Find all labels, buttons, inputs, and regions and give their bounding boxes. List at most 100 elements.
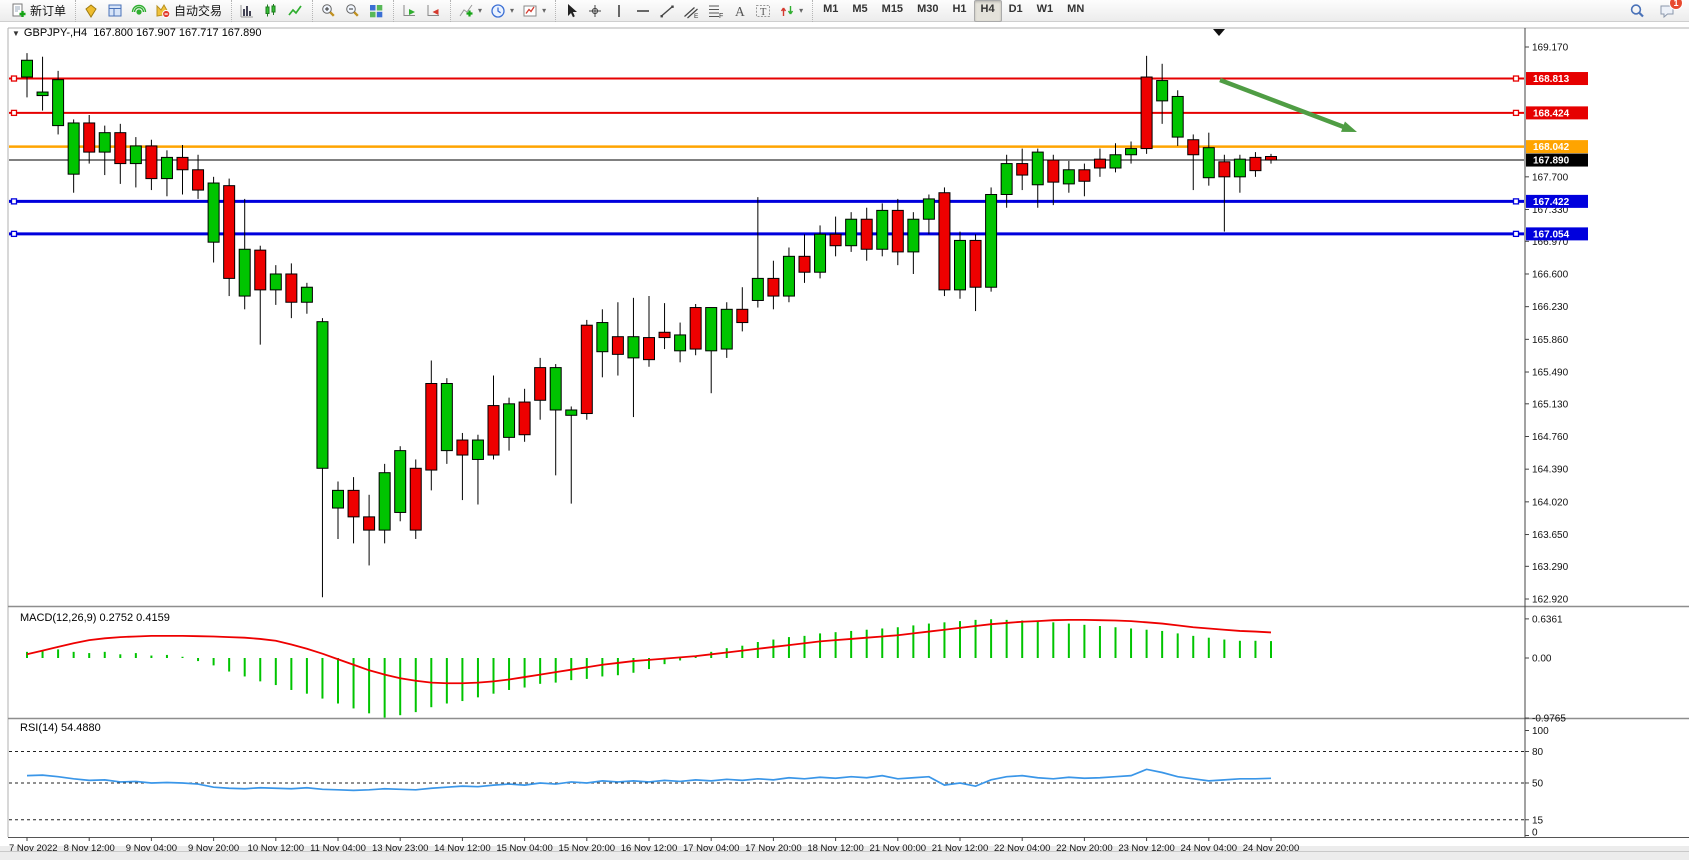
new-order-button[interactable]: 新订单 (7, 0, 70, 23)
candles (21, 53, 1277, 598)
indicators-icon (459, 4, 473, 16)
zoom-out-button[interactable] (340, 0, 364, 23)
new-order-button-label: 新订单 (30, 4, 67, 18)
search-button[interactable] (1625, 0, 1649, 23)
candles-icon (265, 3, 276, 16)
svg-text:163.650: 163.650 (1532, 530, 1569, 541)
candle (503, 403, 516, 438)
tile-windows-button[interactable] (364, 0, 388, 23)
current-price-label: 167.890 (1533, 156, 1570, 167)
time-label: 17 Nov 20:00 (745, 843, 802, 852)
signals-button[interactable] (127, 0, 151, 23)
chart-shift-button[interactable] (421, 0, 445, 23)
candle (363, 516, 376, 531)
horizontal-level-line[interactable]: 167.422 (9, 194, 1588, 208)
tile-icon (370, 4, 383, 17)
timeframe-h1-button[interactable]: H1 (952, 2, 967, 15)
indicators-button[interactable]: ▾ (454, 0, 486, 23)
macd-indicator-label: MACD(12,26,9) 0.2752 0.4159 (20, 612, 170, 624)
periods-button[interactable]: ▾ (486, 0, 518, 23)
market-watch-button[interactable] (103, 0, 127, 23)
channel-button[interactable]: E (679, 0, 703, 23)
candle (347, 489, 360, 518)
time-label: 18 Nov 12:00 (807, 843, 864, 852)
chevron-down-icon[interactable]: ▾ (478, 6, 483, 15)
channel-icon: E (684, 6, 699, 19)
timeframe-d1-button[interactable]: D1 (1008, 2, 1023, 15)
timeframe-m15-button[interactable]: M15 (881, 2, 904, 15)
metaeditor-button[interactable] (79, 0, 103, 23)
candle (829, 233, 842, 247)
candle (798, 255, 811, 273)
timeframe-w1-button[interactable]: W1 (1036, 2, 1054, 15)
horizontal-level-line[interactable]: 167.054 (9, 227, 1588, 241)
trend-arrow-annotation[interactable] (1219, 77, 1357, 132)
svg-text:E: E (694, 13, 699, 19)
text-button[interactable]: A (727, 0, 751, 23)
horizontal-level-line[interactable]: 168.424 (9, 106, 1588, 120)
svg-text:50: 50 (1532, 779, 1544, 790)
hline-icon (637, 9, 650, 12)
chat-button[interactable]: 1 (1655, 0, 1683, 23)
horizontal-level-line[interactable]: 168.042 (9, 140, 1588, 154)
toolbar-right: 1 (1625, 0, 1685, 23)
chart-shift-marker[interactable] (1213, 29, 1225, 36)
horizontal-line-button[interactable] (631, 0, 655, 23)
fibonacci-button[interactable]: F (703, 0, 727, 23)
candle (938, 192, 951, 291)
price-chart[interactable]: 169.170 167.700 167.330 166.970 166.600 166.2… (0, 22, 1689, 852)
trendline-button[interactable] (655, 0, 679, 23)
candle (1218, 161, 1231, 178)
line-chart-button[interactable] (283, 0, 307, 23)
candlestick-button[interactable] (259, 0, 283, 23)
timeframe-h4-button[interactable]: H4 (973, 0, 1002, 22)
bar-chart-button[interactable] (235, 0, 259, 23)
auto-scroll-icon (403, 4, 416, 16)
collapse-triangle-icon[interactable]: ▼ (12, 29, 20, 38)
candle (1016, 163, 1029, 176)
time-label: 22 Nov 04:00 (994, 843, 1051, 852)
main-toolbar: 新订单 自动交易 ▾ ▾ ▾ E F A T ▾ M1 M5 M15 M30 H1 H4 D1 W1 MN 1 (0, 0, 1689, 22)
candle (176, 156, 189, 171)
svg-text:164.760: 164.760 (1532, 432, 1569, 443)
horizontal-level-line[interactable]: 168.813 (9, 72, 1588, 86)
time-label: 14 Nov 12:00 (434, 843, 491, 852)
arrows-button[interactable]: ▾ (775, 0, 807, 23)
candle (378, 472, 391, 531)
svg-text:15: 15 (1532, 815, 1544, 826)
bar-chart-icon (240, 4, 254, 17)
chevron-down-icon[interactable]: ▾ (510, 6, 515, 15)
templates-button[interactable]: ▾ (518, 0, 550, 23)
candle (1171, 95, 1184, 138)
candle (1265, 156, 1277, 161)
time-axis: 7 Nov 2022 8 Nov 12:00 9 Nov 04:00 9 Nov 20… (9, 837, 1299, 852)
candle (300, 286, 313, 303)
time-label: 24 Nov 20:00 (1243, 843, 1300, 852)
candle (98, 132, 111, 153)
autotrading-icon (156, 3, 171, 18)
timeframe-m5-button[interactable]: M5 (852, 2, 868, 15)
toolbar-group: 新订单 (4, 0, 73, 22)
candle (580, 324, 593, 415)
timeframe-m1-button[interactable]: M1 (823, 2, 839, 15)
rsi-indicator-label: RSI(14) 54.4880 (20, 722, 101, 734)
chevron-down-icon[interactable]: ▾ (542, 6, 547, 15)
candle (52, 79, 65, 127)
timeframe-m30-button[interactable]: M30 (917, 2, 939, 15)
candle (1233, 158, 1246, 178)
chevron-down-icon[interactable]: ▾ (799, 6, 804, 15)
zoom-in-button[interactable] (316, 0, 340, 23)
autotrading-button[interactable]: 自动交易 (151, 0, 226, 23)
crosshair-button[interactable] (583, 0, 607, 23)
candle (223, 185, 236, 279)
cursor-button[interactable] (559, 0, 583, 23)
level-price-label: 167.054 (1533, 229, 1570, 240)
time-label: 9 Nov 04:00 (126, 843, 177, 852)
svg-text:167.330: 167.330 (1532, 205, 1569, 216)
vertical-line-button[interactable] (607, 0, 631, 23)
timeframe-mn-button[interactable]: MN (1067, 2, 1085, 15)
time-label: 21 Nov 12:00 (932, 843, 989, 852)
auto-scroll-button[interactable] (397, 0, 421, 23)
text-label-button[interactable]: T (751, 0, 775, 23)
